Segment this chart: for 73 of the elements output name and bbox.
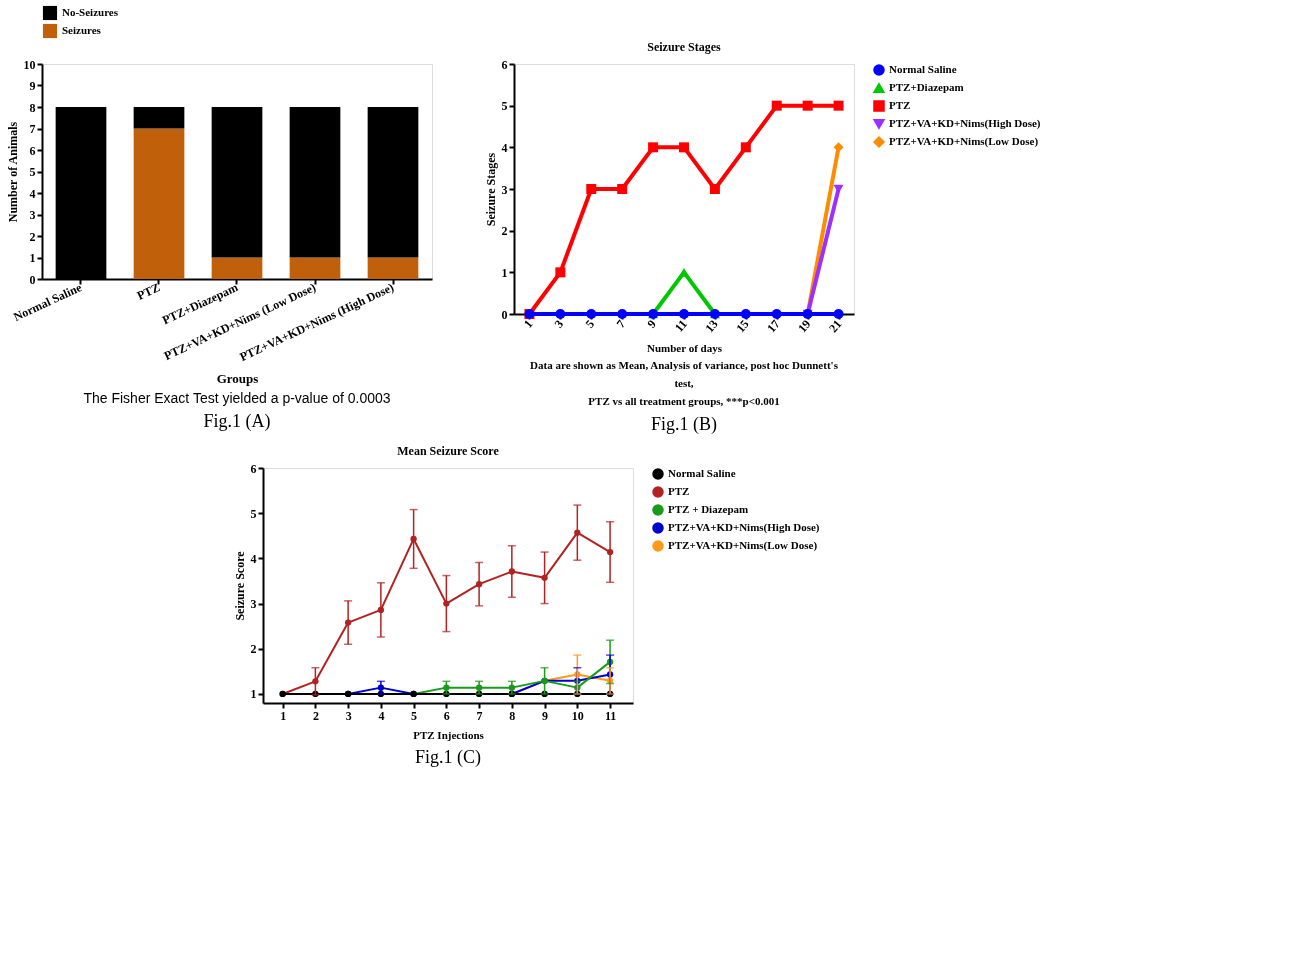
caption: Fig.1 (A) — [203, 411, 271, 432]
chart-title: Mean Seizure Score — [397, 444, 500, 458]
y-tick-label: 6 — [501, 57, 508, 72]
x-tick-label: 1 — [520, 317, 536, 331]
legend-label: Normal Saline — [889, 63, 957, 75]
x-axis-title: Groups — [216, 371, 259, 387]
y-tick-label: 2 — [501, 224, 508, 239]
x-tick-label: 5 — [411, 708, 418, 723]
x-tick-label: 9 — [644, 317, 659, 331]
x-tick-label: 21 — [825, 317, 845, 336]
x-tick-label: 3 — [345, 708, 352, 723]
x-tick-label: 13 — [702, 317, 721, 336]
legend-label: PTZ+VA+KD+Nims(High Dose) — [889, 117, 1041, 130]
y-tick-label: 0 — [29, 272, 36, 287]
legend-label: No-Seizures — [62, 6, 119, 18]
legend-label: PTZ+VA+KD+Nims(Low Dose) — [889, 135, 1039, 148]
legend-label: PTZ + Diazepam — [668, 503, 749, 515]
legend-label: PTZ+VA+KD+Nims(Low Dose) — [668, 539, 818, 552]
y-tick-label: 3 — [501, 182, 508, 197]
y-tick-label: 4 — [501, 140, 508, 155]
legend-label: PTZ — [889, 99, 911, 111]
y-tick-label: 3 — [250, 597, 257, 612]
x-tick-label: 5 — [582, 317, 598, 331]
chart-title: Seizure Stages — [647, 40, 722, 54]
x-tick-label: 6 — [443, 708, 450, 723]
y-tick-label: 2 — [250, 642, 257, 657]
x-tick-label: PTZ — [134, 280, 162, 303]
x-tick-label: 15 — [733, 317, 752, 336]
x-tick-label: 10 — [571, 708, 584, 723]
x-tick-label: 19 — [795, 317, 814, 336]
y-tick-label: 9 — [29, 79, 36, 93]
x-axis-title: Number of days — [647, 341, 723, 354]
y-tick-label: 1 — [501, 265, 508, 280]
caption: Fig.1 (C) — [414, 747, 482, 768]
x-tick-label: 11 — [671, 317, 690, 335]
caption: Fig.1 (B) — [650, 414, 718, 435]
y-tick-label: 5 — [250, 506, 257, 521]
x-tick-label: 3 — [551, 317, 567, 331]
y-tick-label: 1 — [29, 251, 36, 265]
x-tick-label: 1 — [280, 708, 287, 723]
y-tick-label: 2 — [29, 229, 36, 244]
y-axis-title: Seizure Score — [232, 550, 247, 621]
x-tick-label: 7 — [476, 708, 483, 723]
x-tick-label: 4 — [378, 708, 385, 723]
x-tick-label: 7 — [613, 317, 629, 331]
y-tick-label: 7 — [29, 122, 36, 136]
y-tick-label: 0 — [501, 307, 508, 322]
y-tick-label: 3 — [29, 208, 36, 222]
y-tick-label: 6 — [250, 461, 257, 476]
text: The Fisher Exact Test yielded a p-value of 0.0003 — [83, 390, 391, 406]
legend-label: Seizures — [62, 24, 102, 36]
y-tick-label: 4 — [29, 186, 36, 201]
x-tick-label: 9 — [542, 708, 549, 723]
x-tick-label: 17 — [764, 317, 783, 336]
text: test, — [674, 377, 694, 389]
x-axis-title: PTZ Injections — [413, 728, 485, 741]
y-tick-label: 4 — [250, 551, 257, 566]
x-tick-label: 11 — [604, 708, 617, 723]
x-tick-label: 2 — [312, 708, 319, 723]
legend-label: Normal Saline — [668, 467, 736, 479]
legend-label: PTZ+Diazepam — [889, 81, 964, 93]
y-tick-label: 10 — [23, 57, 36, 72]
y-axis-title: Number of Animals — [5, 121, 20, 223]
legend-label: PTZ+VA+KD+Nims(High Dose) — [668, 521, 820, 534]
y-tick-label: 8 — [29, 100, 36, 115]
y-tick-label: 5 — [29, 165, 36, 179]
y-axis-title: Seizure Stages — [483, 152, 498, 227]
text: PTZ vs all treatment groups, ***p<0.001 — [588, 395, 780, 407]
y-tick-label: 6 — [29, 143, 36, 158]
y-tick-label: 5 — [501, 99, 508, 114]
y-tick-label: 1 — [250, 687, 257, 702]
legend-label: PTZ — [668, 485, 690, 497]
text: Data are shown as Mean, Analysis of variance, post hoc Dunnett's — [530, 359, 839, 371]
